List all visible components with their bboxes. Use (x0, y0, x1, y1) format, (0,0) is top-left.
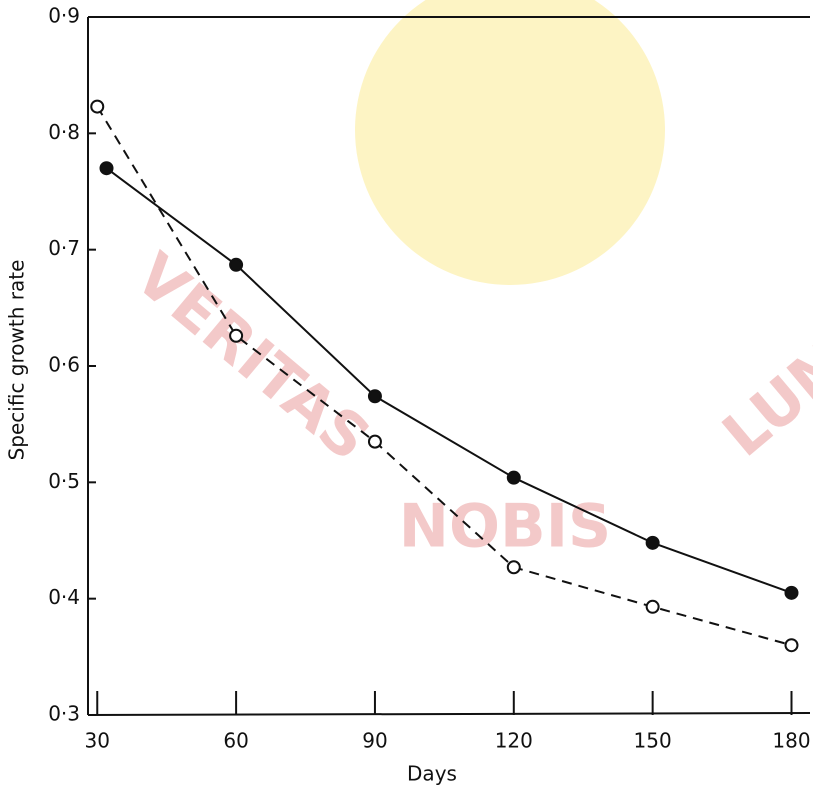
x-tick-label: 150 (634, 729, 672, 753)
data-point (367, 434, 382, 449)
y-tick-label: 0·3 (48, 702, 80, 726)
watermark-text: LUM (710, 324, 813, 471)
x-tick-label: 90 (362, 729, 387, 753)
x-tick-label: 120 (495, 729, 533, 753)
data-point (229, 328, 244, 343)
data-point (99, 161, 114, 176)
data-point (506, 560, 521, 575)
data-point (90, 99, 105, 114)
y-tick-label: 0·7 (48, 236, 80, 260)
y-tick-label: 0·6 (48, 353, 80, 377)
x-tick-label: 30 (85, 729, 110, 753)
series-line (105, 167, 792, 594)
x-tick-label: 60 (223, 729, 248, 753)
series-line (96, 106, 792, 647)
watermark-emblem (355, 0, 665, 285)
data-point (784, 638, 799, 653)
data-point (645, 535, 660, 550)
data-point (784, 585, 799, 600)
data-point (229, 257, 244, 272)
y-tick-label: 0·5 (48, 469, 80, 493)
y-tick-label: 0·4 (48, 585, 80, 609)
y-tick-label: 0·9 (48, 4, 80, 28)
data-point (367, 389, 382, 404)
x-axis-label: Days (407, 762, 457, 786)
y-tick-label: 0·8 (48, 120, 80, 144)
x-axis (87, 712, 811, 716)
data-point (645, 599, 660, 614)
x-tick-label: 180 (772, 729, 810, 753)
data-point (506, 470, 521, 485)
y-axis-label: Specific growth rate (5, 260, 29, 461)
watermark-text: VERITAS (122, 240, 383, 475)
watermark-text: NOBIS (399, 492, 612, 562)
